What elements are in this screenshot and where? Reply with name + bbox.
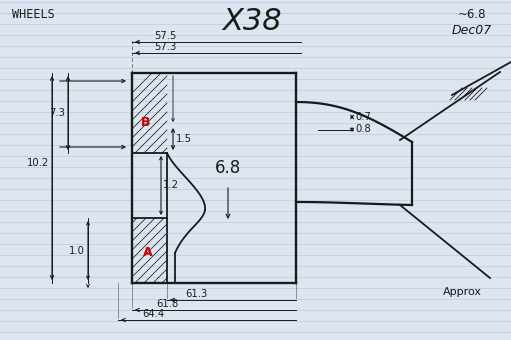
Text: 1.2: 1.2: [163, 181, 179, 190]
Text: 1.0: 1.0: [69, 245, 85, 255]
Text: X38: X38: [222, 7, 282, 36]
Text: 61.8: 61.8: [156, 299, 178, 309]
Text: 1.5: 1.5: [176, 134, 192, 144]
Text: A: A: [143, 245, 153, 258]
Text: B: B: [141, 116, 151, 129]
Text: 7.3: 7.3: [49, 108, 65, 118]
Text: 57.5: 57.5: [154, 31, 176, 41]
Text: WHEELS: WHEELS: [12, 8, 55, 21]
Text: 6.8: 6.8: [215, 159, 241, 177]
Text: 64.4: 64.4: [142, 309, 164, 319]
Text: ~6.8: ~6.8: [458, 8, 486, 21]
Text: 0.8: 0.8: [355, 124, 371, 135]
Text: 57.3: 57.3: [154, 42, 176, 52]
Text: 61.3: 61.3: [185, 289, 207, 299]
Text: Dec07: Dec07: [452, 23, 492, 36]
Text: 10.2: 10.2: [27, 158, 49, 168]
Text: 0.7: 0.7: [355, 112, 371, 122]
Text: Approx: Approx: [443, 287, 481, 297]
